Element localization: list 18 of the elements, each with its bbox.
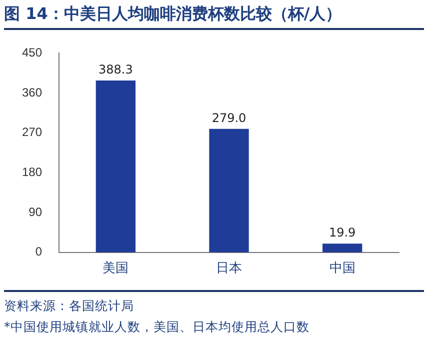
chart-title: 图 14：中美日人均咖啡消费杯数比较（杯/人）: [4, 4, 424, 30]
bar: [322, 244, 362, 252]
data-label: 279.0: [212, 111, 246, 126]
text: *中国使用城镇就业人数，美国、日本均使用总人口数: [4, 318, 310, 336]
text: 资料来源：各国统计局: [4, 297, 135, 315]
y-tick-label: 90: [28, 204, 42, 219]
x-tick-label: 日本: [216, 260, 242, 275]
y-tick-label: 450: [22, 46, 42, 60]
y-tick-label: 270: [22, 125, 42, 140]
x-tick-label: 美国: [102, 260, 129, 275]
y-tick-label: 360: [22, 85, 42, 100]
y-tick-label: 0: [35, 244, 42, 259]
data-label: 388.3: [98, 62, 133, 77]
data-label: 19.9: [328, 226, 356, 240]
x-tick-label: 中国: [329, 260, 356, 275]
bar: [209, 128, 249, 252]
y-tick-label: 180: [22, 165, 42, 180]
bar: [96, 80, 136, 252]
